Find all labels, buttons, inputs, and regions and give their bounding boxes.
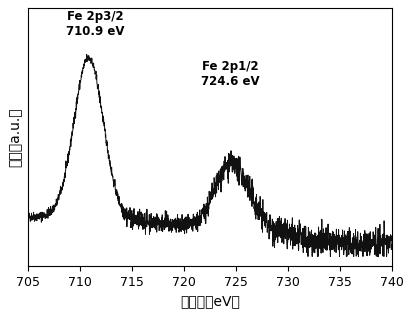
Text: Fe 2p3/2
710.9 eV: Fe 2p3/2 710.9 eV [66,10,125,38]
Text: Fe 2p1/2
724.6 eV: Fe 2p1/2 724.6 eV [201,60,260,88]
Y-axis label: 强度（a.u.）: 强度（a.u.） [8,107,22,167]
X-axis label: 结合能（eV）: 结合能（eV） [180,295,240,309]
